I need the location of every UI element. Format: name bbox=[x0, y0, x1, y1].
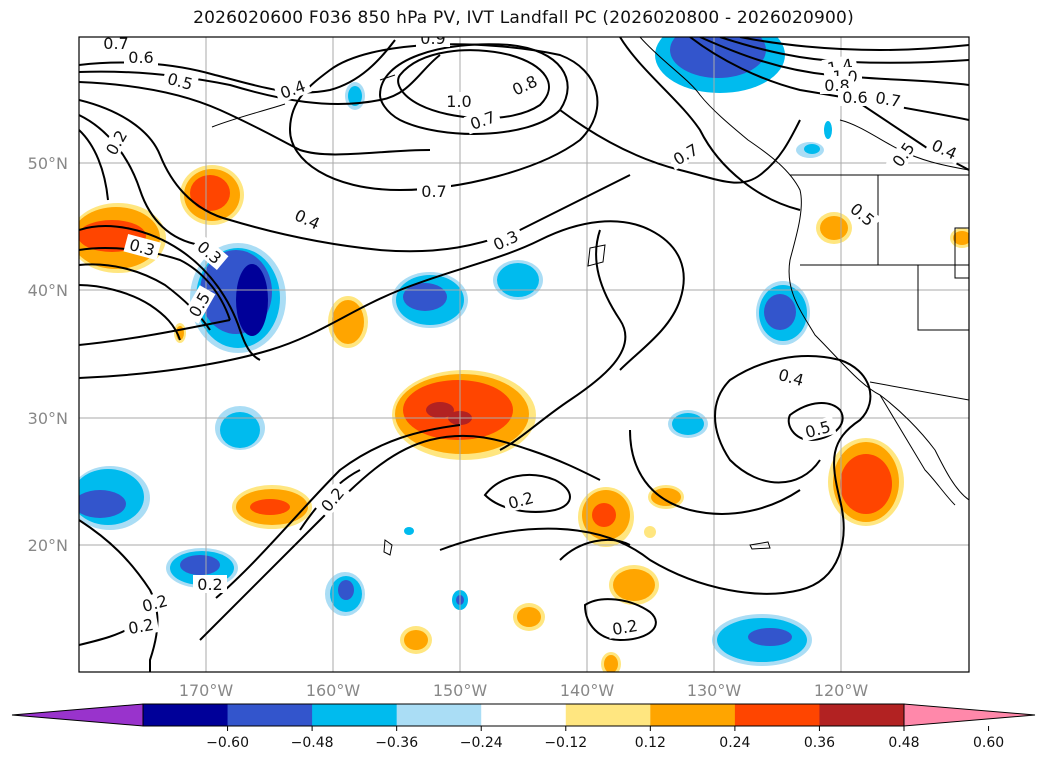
pv-negative-blob bbox=[796, 121, 832, 158]
pv-negative-blob bbox=[493, 260, 543, 300]
colorbar: −0.60 −0.48 −0.36 −0.24 −0.12 0.12 0.24 0.36 0.4… bbox=[11, 703, 1036, 751]
colorbar-segment bbox=[650, 704, 736, 726]
lon-tick-label: 170°W bbox=[179, 681, 234, 700]
map-title: 2026020600 F036 850 hPa PV, IVT Landfall… bbox=[193, 8, 854, 28]
colorbar-extend-min bbox=[11, 703, 144, 727]
colorbar-tick-label: −0.36 bbox=[375, 735, 418, 751]
lon-tick-label: 160°W bbox=[306, 681, 361, 700]
svg-text:0.7: 0.7 bbox=[874, 88, 902, 111]
colorbar-segment bbox=[481, 704, 567, 726]
pv-positive-blob bbox=[578, 487, 634, 547]
pv-negative-blob bbox=[712, 614, 812, 666]
lat-tick-label: 30°N bbox=[28, 409, 68, 428]
pv-positive-blob bbox=[648, 485, 684, 509]
pv-negative-blob bbox=[404, 527, 414, 535]
colorbar-tick-label: −0.60 bbox=[206, 735, 249, 751]
colorbar-segment bbox=[312, 704, 398, 726]
colorbar-tick-label: −0.24 bbox=[460, 735, 503, 751]
colorbar-tick-label: 0.36 bbox=[804, 735, 835, 751]
pv-negative-blob bbox=[668, 410, 708, 438]
pv-negative-blob bbox=[392, 272, 468, 328]
contour-label: 0.7 bbox=[417, 182, 451, 201]
contour-label: 1.0 bbox=[442, 92, 476, 111]
pv-positive-blob bbox=[950, 228, 969, 248]
svg-text:0.9: 0.9 bbox=[420, 29, 445, 48]
colorbar-segment bbox=[227, 704, 313, 726]
contour-labels: 0.70.60.50.40.91.00.80.71.41.00.80.60.70… bbox=[99, 29, 964, 639]
pv-negative-blob bbox=[190, 243, 286, 353]
pv-negative-blob bbox=[325, 572, 365, 616]
contour-label: 0.7 bbox=[869, 87, 907, 111]
lat-tick-label: 40°N bbox=[28, 281, 68, 300]
colorbar-segment bbox=[734, 704, 820, 726]
pv-positive-blob bbox=[816, 212, 852, 244]
contour-label: 0.2 bbox=[122, 614, 160, 638]
colorbar-tick-label: −0.48 bbox=[291, 735, 334, 751]
pv-positive-blob bbox=[513, 603, 545, 631]
pv-positive-blob bbox=[828, 438, 904, 526]
svg-text:0.2: 0.2 bbox=[611, 616, 639, 639]
pv-negative-blob bbox=[79, 466, 150, 530]
contour-label: 0.6 bbox=[124, 48, 158, 67]
svg-text:0.6: 0.6 bbox=[842, 88, 867, 107]
colorbar-extend-max bbox=[903, 703, 1036, 727]
pv-negative-blob bbox=[756, 281, 810, 345]
colorbar-segment bbox=[143, 704, 229, 726]
contour-label: 0.2 bbox=[606, 615, 644, 639]
contour-label: 0.6 bbox=[838, 88, 872, 107]
colorbar-tick-label: 0.24 bbox=[719, 735, 750, 751]
pv-positive-blob bbox=[609, 565, 659, 605]
graticule bbox=[79, 37, 969, 672]
colorbar-tick-label: 0.12 bbox=[635, 735, 666, 751]
lon-tick-label: 150°W bbox=[433, 681, 488, 700]
map-frame bbox=[78, 36, 970, 673]
lon-tick-label: 130°W bbox=[687, 681, 742, 700]
contour-label: 0.4 bbox=[772, 363, 811, 391]
pv-positive-blob bbox=[644, 526, 656, 538]
contour-label: 0.9 bbox=[416, 29, 450, 48]
pv-negative-blob bbox=[345, 82, 365, 110]
colorbar-outline bbox=[142, 703, 905, 727]
coastlines bbox=[211, 37, 969, 556]
colorbar-tick-label: −0.12 bbox=[544, 735, 587, 751]
pv-positive-blob bbox=[180, 165, 244, 225]
pv-positive-blob bbox=[400, 626, 432, 654]
lat-tick-label: 50°N bbox=[28, 154, 68, 173]
svg-text:0.7: 0.7 bbox=[421, 182, 446, 201]
colorbar-tick-label: 0.48 bbox=[888, 735, 919, 751]
lon-axis: 170°W 160°W 150°W 140°W 130°W 120°W bbox=[179, 681, 869, 700]
lon-tick-label: 140°W bbox=[560, 681, 615, 700]
svg-text:0.2: 0.2 bbox=[197, 575, 222, 594]
svg-text:1.0: 1.0 bbox=[446, 92, 471, 111]
lon-tick-label: 120°W bbox=[814, 681, 869, 700]
pv-negative-blob bbox=[215, 406, 265, 450]
svg-text:0.7: 0.7 bbox=[103, 34, 128, 53]
colorbar-tick-label: 0.60 bbox=[973, 735, 1004, 751]
pv-positive-blob bbox=[601, 652, 621, 672]
pv-negative-blob bbox=[655, 37, 785, 93]
svg-text:0.6: 0.6 bbox=[128, 48, 153, 67]
contour-label: 0.2 bbox=[193, 575, 227, 594]
colorbar-segment bbox=[565, 704, 651, 726]
colorbar-segment bbox=[819, 704, 905, 726]
lat-tick-label: 20°N bbox=[28, 536, 68, 555]
pv-positive-blob bbox=[392, 370, 536, 460]
lat-axis: 50°N 40°N 30°N 20°N bbox=[28, 154, 68, 555]
pv-positive-blob bbox=[232, 485, 312, 529]
colorbar-segment bbox=[396, 704, 482, 726]
svg-text:0.2: 0.2 bbox=[127, 615, 155, 638]
